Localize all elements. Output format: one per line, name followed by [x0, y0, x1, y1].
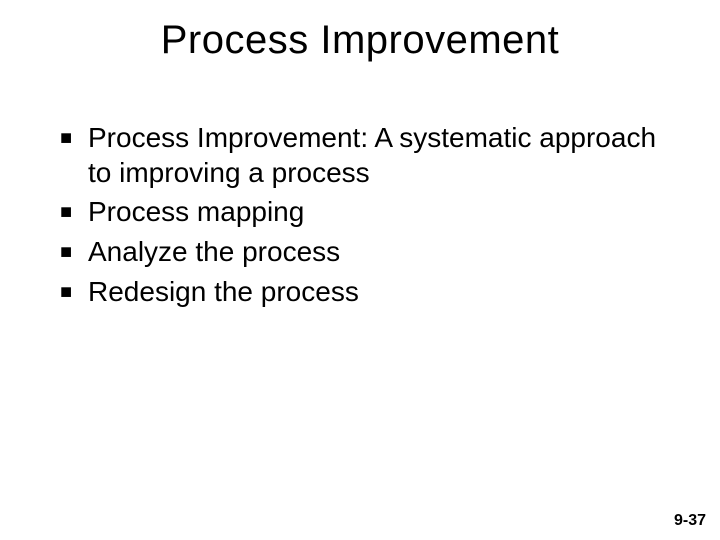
slide-body: ■ Process Improvement: A systematic appr…: [60, 120, 660, 314]
square-bullet-icon: ■: [60, 194, 88, 230]
square-bullet-icon: ■: [60, 234, 88, 270]
bullet-item: ■ Process Improvement: A systematic appr…: [60, 120, 660, 190]
bullet-text: Process mapping: [88, 194, 660, 229]
slide-title: Process Improvement: [0, 18, 720, 63]
bullet-item: ■ Redesign the process: [60, 274, 660, 310]
bullet-text: Analyze the process: [88, 234, 660, 269]
page-number: 9-37: [674, 512, 706, 530]
square-bullet-icon: ■: [60, 120, 88, 156]
bullet-text: Process Improvement: A systematic approa…: [88, 120, 660, 190]
bullet-text: Redesign the process: [88, 274, 660, 309]
bullet-item: ■ Analyze the process: [60, 234, 660, 270]
slide: Process Improvement ■ Process Improvemen…: [0, 0, 720, 540]
square-bullet-icon: ■: [60, 274, 88, 310]
bullet-item: ■ Process mapping: [60, 194, 660, 230]
